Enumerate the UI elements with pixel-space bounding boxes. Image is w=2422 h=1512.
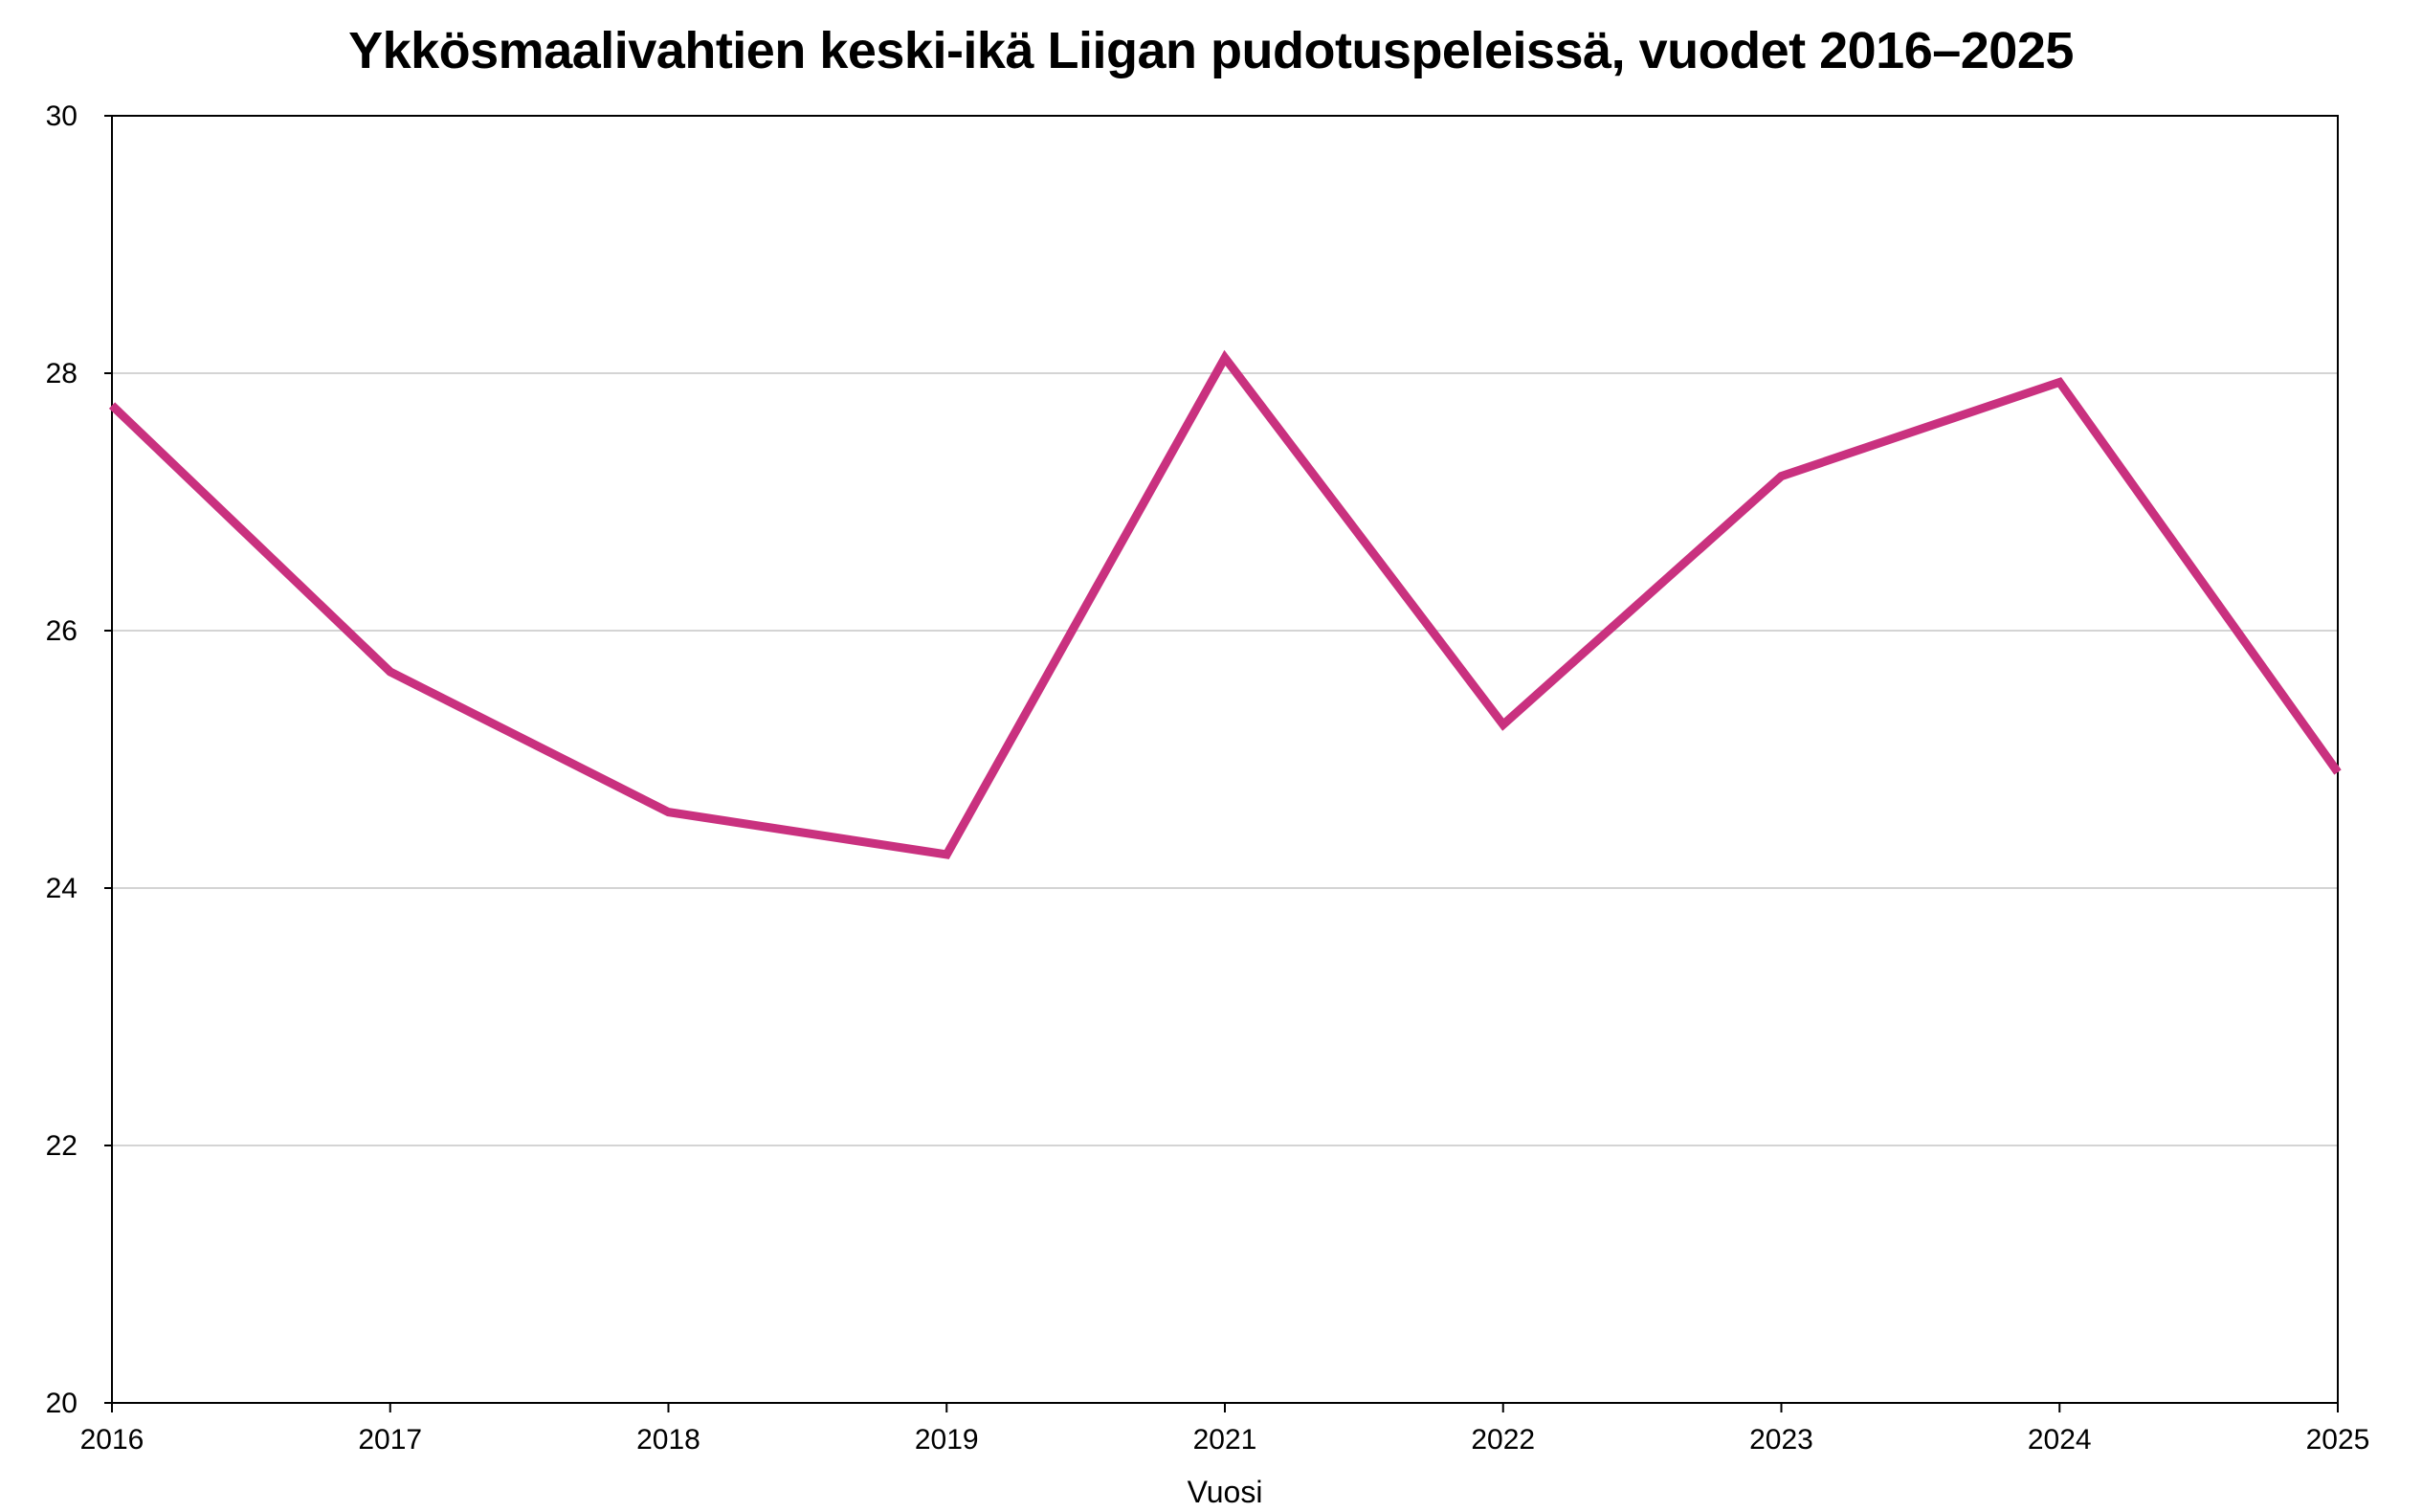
x-axis-ticks: 2016 2017 2018 2019 2021 2022 2023 2024 2025 xyxy=(80,1403,2370,1456)
series-layer xyxy=(108,349,2342,859)
x-tick-label-2018: 2018 xyxy=(636,1424,700,1456)
x-tick-label-2022: 2022 xyxy=(1471,1424,1535,1456)
x-tick-label-2016: 2016 xyxy=(80,1424,144,1456)
y-axis-ticks: 20 22 24 26 28 30 xyxy=(46,100,112,1419)
x-tick-label-2017: 2017 xyxy=(358,1424,422,1456)
y-tick-label-20: 20 xyxy=(46,1388,78,1419)
chart-title: Ykkösmaalivahtien keski-ikä Liigan pudot… xyxy=(348,22,2074,79)
y-tick-label-24: 24 xyxy=(46,873,78,904)
x-tick-label-2021: 2021 xyxy=(1193,1424,1257,1456)
series-line-0 xyxy=(108,349,2342,859)
x-tick-label-2023: 2023 xyxy=(1749,1424,1813,1456)
x-axis-title: Vuosi xyxy=(1188,1475,1263,1509)
y-tick-label-30: 30 xyxy=(46,100,78,132)
y-tick-label-28: 28 xyxy=(46,358,78,389)
gridlines xyxy=(112,372,2338,1146)
y-tick-label-22: 22 xyxy=(46,1130,78,1162)
x-tick-label-2025: 2025 xyxy=(2306,1424,2370,1456)
plot-border xyxy=(111,115,2339,1404)
x-tick-label-2024: 2024 xyxy=(2028,1424,2092,1456)
y-tick-label-26: 26 xyxy=(46,615,78,647)
plot-frame xyxy=(111,115,2339,1404)
x-tick-label-2019: 2019 xyxy=(915,1424,979,1456)
